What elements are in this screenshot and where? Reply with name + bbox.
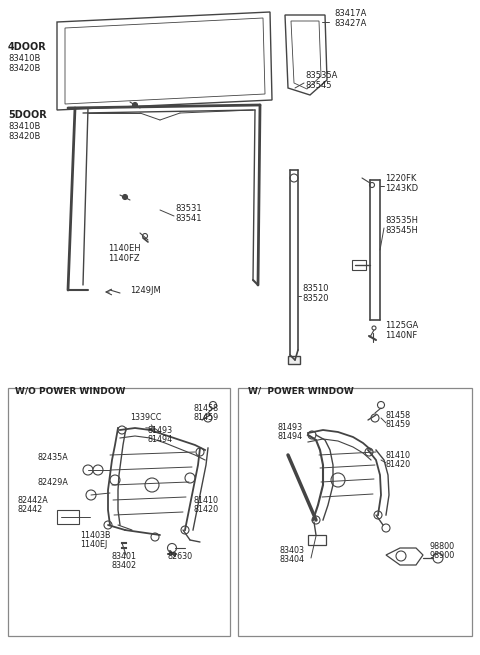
Circle shape	[122, 195, 128, 200]
Text: 83545: 83545	[305, 81, 332, 90]
Circle shape	[377, 402, 384, 409]
Circle shape	[118, 426, 126, 434]
Text: 98800: 98800	[430, 542, 455, 551]
Text: 81458: 81458	[386, 411, 411, 420]
Circle shape	[382, 524, 390, 532]
Bar	[57, 510, 79, 524]
Text: 83401: 83401	[112, 552, 137, 561]
Circle shape	[93, 465, 103, 475]
Circle shape	[433, 553, 443, 563]
Text: 1243KD: 1243KD	[385, 184, 418, 193]
Text: 1125GA: 1125GA	[385, 321, 418, 330]
Circle shape	[204, 414, 212, 422]
Circle shape	[370, 183, 374, 187]
Circle shape	[308, 431, 316, 439]
Text: W/O POWER WINDOW: W/O POWER WINDOW	[15, 386, 125, 395]
Text: 83420B: 83420B	[8, 64, 40, 73]
Text: 1220FK: 1220FK	[385, 174, 416, 183]
Circle shape	[209, 402, 216, 409]
Text: 1249JM: 1249JM	[130, 286, 161, 295]
Circle shape	[132, 102, 137, 107]
Circle shape	[331, 473, 345, 487]
Text: 81410: 81410	[386, 451, 411, 460]
Text: 83404: 83404	[280, 555, 305, 564]
Circle shape	[104, 521, 112, 529]
Text: 11403B: 11403B	[80, 531, 110, 540]
Text: 83403: 83403	[280, 546, 305, 555]
Text: 83531: 83531	[175, 204, 202, 213]
Text: 82442: 82442	[18, 505, 43, 514]
Text: 83427A: 83427A	[334, 19, 366, 28]
Text: 1140EJ: 1140EJ	[80, 540, 107, 549]
Text: 83410B: 83410B	[8, 122, 40, 131]
Text: 83510: 83510	[302, 284, 328, 293]
Text: 81493: 81493	[278, 423, 303, 432]
Text: 82630: 82630	[168, 552, 193, 561]
Text: 98900: 98900	[430, 551, 455, 560]
Text: 81494: 81494	[278, 432, 303, 441]
Text: 81459: 81459	[193, 413, 218, 422]
Text: 83402: 83402	[112, 561, 137, 570]
Circle shape	[396, 551, 406, 561]
Circle shape	[110, 475, 120, 485]
Text: 82442A: 82442A	[18, 496, 49, 505]
Text: 83520: 83520	[302, 294, 328, 303]
Text: 81493: 81493	[148, 426, 173, 435]
Bar	[8, 388, 230, 636]
Circle shape	[372, 326, 376, 330]
Bar	[238, 388, 472, 636]
Circle shape	[196, 448, 204, 456]
Text: 81420: 81420	[386, 460, 411, 469]
Text: 83420B: 83420B	[8, 132, 40, 141]
Bar	[288, 356, 300, 364]
Text: 83541: 83541	[175, 214, 202, 223]
Text: 81494: 81494	[148, 435, 173, 444]
Circle shape	[86, 490, 96, 500]
Circle shape	[143, 233, 147, 238]
Text: 83417A: 83417A	[334, 9, 366, 18]
Text: 1140NF: 1140NF	[385, 331, 417, 340]
Circle shape	[374, 511, 382, 519]
Text: 82429A: 82429A	[38, 478, 69, 487]
Circle shape	[312, 516, 320, 524]
Text: 83410B: 83410B	[8, 54, 40, 63]
Bar	[352, 260, 366, 270]
Text: 81459: 81459	[386, 420, 411, 429]
Circle shape	[181, 526, 189, 534]
Circle shape	[185, 473, 195, 483]
Text: 81420: 81420	[193, 505, 218, 514]
Text: 83535H: 83535H	[385, 216, 418, 225]
Text: W/  POWER WINDOW: W/ POWER WINDOW	[248, 386, 354, 395]
Circle shape	[168, 544, 177, 553]
Text: 4DOOR: 4DOOR	[8, 42, 47, 52]
Circle shape	[371, 414, 379, 422]
Circle shape	[365, 448, 373, 456]
Text: 83545H: 83545H	[385, 226, 418, 235]
Text: 5DOOR: 5DOOR	[8, 110, 47, 120]
Text: 83535A: 83535A	[305, 71, 337, 80]
Circle shape	[83, 465, 93, 475]
Text: 81410: 81410	[193, 496, 218, 505]
Bar	[308, 535, 326, 545]
Circle shape	[151, 533, 159, 541]
Text: 1140FZ: 1140FZ	[108, 254, 140, 263]
Text: 1140EH: 1140EH	[108, 244, 141, 253]
Circle shape	[290, 174, 298, 182]
Text: 81458: 81458	[193, 404, 218, 413]
Circle shape	[145, 478, 159, 492]
Text: 82435A: 82435A	[38, 453, 69, 462]
Text: 1339CC: 1339CC	[130, 413, 161, 422]
